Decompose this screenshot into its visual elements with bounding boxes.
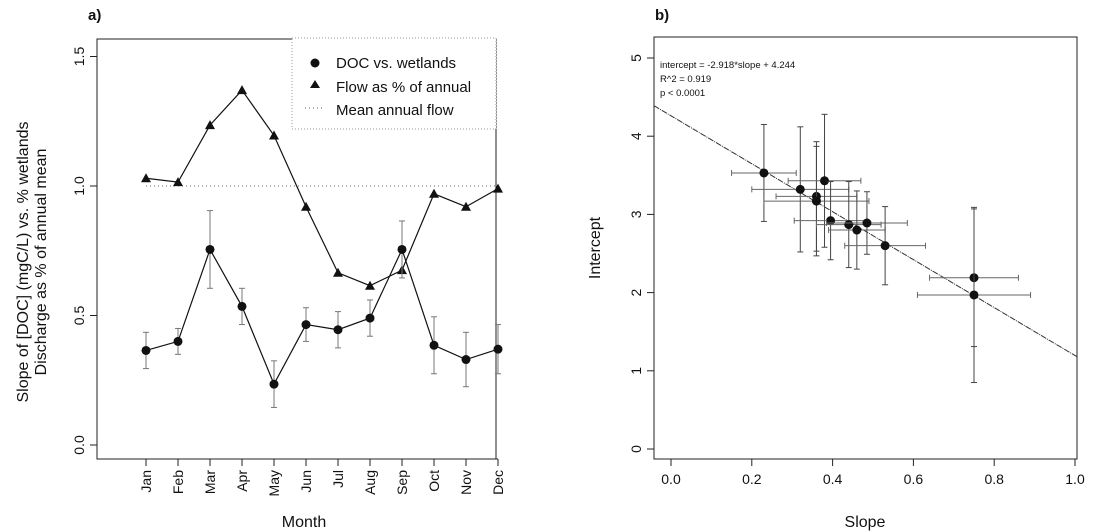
scatter-point-7 [844, 220, 854, 230]
panel-a-y-axis: 0.0 0.5 1.0 1.5 [71, 47, 98, 455]
x-tick-label-jun: Jun [298, 470, 314, 493]
flow-point-jul [333, 267, 343, 277]
doc-point-apr [237, 301, 247, 311]
x-tick-label-aug: Aug [362, 470, 378, 495]
doc-point-oct [429, 340, 439, 350]
x-tick-label-jan: Jan [138, 470, 154, 493]
panel-b-x-axis-title: Slope [845, 514, 886, 531]
x-tick-label-dec: Dec [490, 470, 506, 495]
p-value-annotation: p < 0.0001 [660, 88, 705, 99]
y-tick-label: 1.5 [71, 47, 87, 67]
flow-point-feb [173, 177, 183, 187]
doc-point-jan [141, 345, 151, 355]
doc-point-may [269, 379, 279, 389]
scatter-point-1 [759, 168, 769, 178]
y-tick-label: 0.5 [71, 306, 87, 326]
legend-flow-label: Flow as % of annual [336, 79, 471, 96]
panel-b-y-axis-title: Intercept [587, 216, 604, 279]
fit-equation-annotation: intercept = -2.918*slope + 4.244 [660, 60, 795, 71]
scatter-point-4 [811, 196, 821, 206]
r-squared-annotation: R^2 = 0.919 [660, 74, 711, 85]
x-tick-label: 0.8 [984, 471, 1004, 487]
doc-point-sep [397, 244, 407, 254]
doc-point-feb [173, 336, 183, 346]
panel-a-x-axis: Jan Feb Mar Apr May Jun Jul Aug Sep Oct Nov Dec [138, 458, 506, 496]
y-tick-label: 1.0 [71, 176, 87, 196]
panel-a-series [141, 85, 503, 408]
y-tick-label: 1 [628, 367, 644, 375]
panel-a: a) Month Slope of [DOC] (mgC/L) vs. % we… [15, 7, 506, 531]
panel-b-points [653, 105, 1078, 384]
flow-series-line [145, 89, 499, 287]
panel-b-y-axis: 0 1 2 3 4 5 [628, 54, 655, 453]
x-tick-label-mar: Mar [202, 470, 218, 494]
x-tick-label-jul: Jul [330, 470, 346, 488]
regression-line [653, 105, 1078, 358]
x-tick-label-feb: Feb [170, 470, 186, 494]
flow-point-may [269, 130, 279, 140]
panel-a-y-axis-title-line1: Slope of [DOC] (mgC/L) vs. % wetlands [15, 122, 32, 403]
doc-point-nov [461, 355, 471, 365]
x-tick-label-nov: Nov [458, 470, 474, 495]
legend-doc-label: DOC vs. wetlands [336, 55, 456, 72]
flow-point-apr [237, 85, 247, 95]
panel-a-label: a) [88, 7, 101, 24]
flow-point-jan [141, 173, 151, 183]
y-tick-label: 0.0 [71, 435, 87, 455]
doc-series-line [145, 247, 499, 386]
flow-point-oct [429, 188, 439, 198]
flow-point-nov [461, 201, 471, 211]
panel-b-plot-frame [653, 36, 1078, 460]
panel-a-y-axis-title-line2: Discharge as % of annual mean [33, 149, 50, 376]
x-tick-label: 0.2 [742, 471, 762, 487]
panel-a-x-axis-title: Month [282, 514, 326, 531]
y-tick-label: 2 [628, 288, 644, 296]
x-tick-label: 0.6 [904, 471, 924, 487]
doc-point-jun [301, 320, 311, 330]
legend-circle-marker [310, 58, 320, 68]
legend-box [291, 37, 497, 130]
scatter-point-9 [862, 218, 872, 228]
x-tick-label: 0.0 [661, 471, 681, 487]
x-tick-label: 0.4 [823, 471, 843, 487]
scatter-point-5 [820, 176, 830, 186]
scatter-point-8 [852, 225, 862, 235]
flow-point-aug [365, 280, 375, 290]
scatter-point-12 [969, 290, 979, 300]
x-tick-label-sep: Sep [394, 470, 410, 495]
panel-b-label: b) [655, 7, 669, 24]
x-tick-label: 1.0 [1065, 471, 1085, 487]
y-tick-label: 0 [628, 445, 644, 453]
flow-point-dec [493, 183, 503, 193]
doc-point-aug [365, 313, 375, 323]
scatter-point-10 [880, 241, 890, 251]
doc-point-mar [205, 244, 215, 254]
panel-b-x-axis: 0.0 0.2 0.4 0.6 0.8 1.0 [661, 458, 1085, 487]
x-tick-label-may: May [266, 470, 282, 496]
y-tick-label: 3 [628, 210, 644, 218]
flow-point-mar [205, 120, 215, 130]
panel-b: b) Slope Intercept intercept = -2.918*sl… [587, 7, 1085, 531]
y-tick-label: 5 [628, 54, 644, 62]
panel-a-legend: DOC vs. wetlands Flow as % of annual Mea… [291, 37, 497, 130]
legend-triangle-marker [310, 80, 320, 88]
doc-point-dec [493, 344, 503, 354]
scatter-point-6 [826, 216, 836, 226]
x-tick-label-apr: Apr [234, 470, 250, 492]
flow-point-jun [301, 201, 311, 211]
x-tick-label-oct: Oct [426, 470, 442, 492]
legend-mean-label: Mean annual flow [336, 102, 454, 119]
scatter-point-2 [795, 184, 805, 194]
doc-point-jul [333, 325, 343, 335]
y-tick-label: 4 [628, 132, 644, 140]
